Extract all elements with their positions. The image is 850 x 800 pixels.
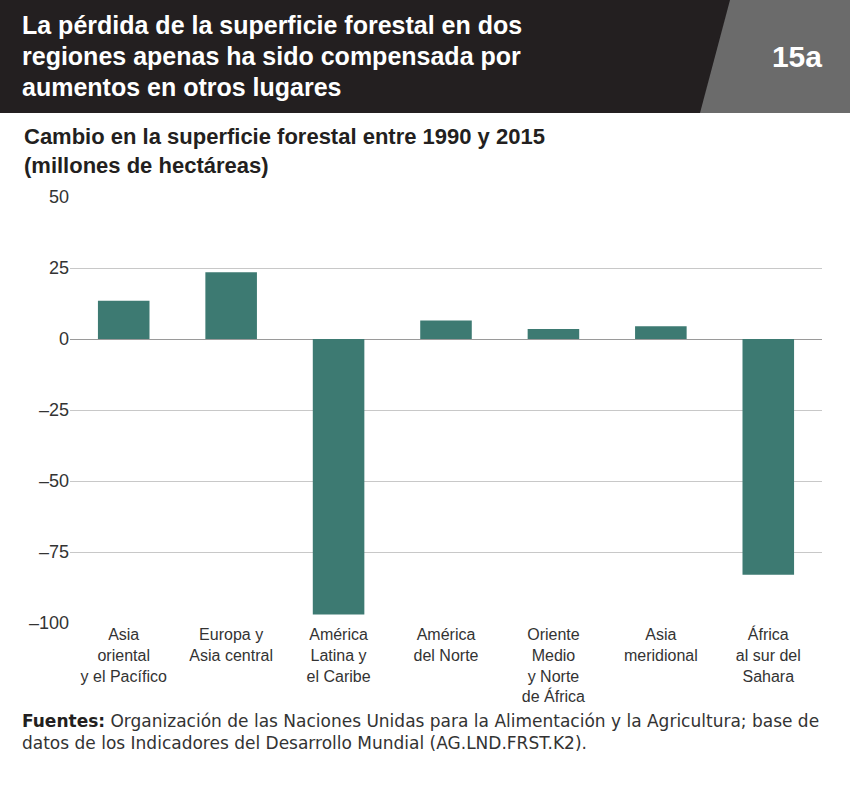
svg-text:Asiameridional: Asiameridional xyxy=(624,626,698,664)
svg-text:–75: –75 xyxy=(39,542,69,562)
svg-text:0: 0 xyxy=(59,329,69,349)
svg-text:Europa yAsia central: Europa yAsia central xyxy=(189,626,273,664)
html-text:Fuentes: Organización de las N: Fuentes: Organización de las Naciones Un… xyxy=(22,711,820,753)
svg-text:25: 25 xyxy=(49,258,69,278)
svg-text:Asiaorientaly el Pacífico: Asiaorientaly el Pacífico xyxy=(81,626,167,685)
svg-text:OrienteMedioy Nortede África: OrienteMedioy Nortede África xyxy=(522,626,585,705)
svg-text:–100: –100 xyxy=(29,613,69,633)
svg-text:–25: –25 xyxy=(39,400,69,420)
svg-text:AméricaLatina yel Caribe: AméricaLatina yel Caribe xyxy=(307,626,371,685)
html-text:15a: 15a xyxy=(771,40,822,73)
html-text:La pérdida de la superficie fo: La pérdida de la superficie forestal en … xyxy=(22,11,523,101)
html-text:Cambio en la superficie forest: Cambio en la superficie forestal entre 1… xyxy=(24,124,545,178)
svg-text:50: 50 xyxy=(49,187,69,207)
svg-text:Áfricaal sur delSahara: Áfricaal sur delSahara xyxy=(736,625,801,685)
svg-text:Américadel Norte: Américadel Norte xyxy=(414,626,479,664)
svg-text:–50: –50 xyxy=(39,471,69,491)
